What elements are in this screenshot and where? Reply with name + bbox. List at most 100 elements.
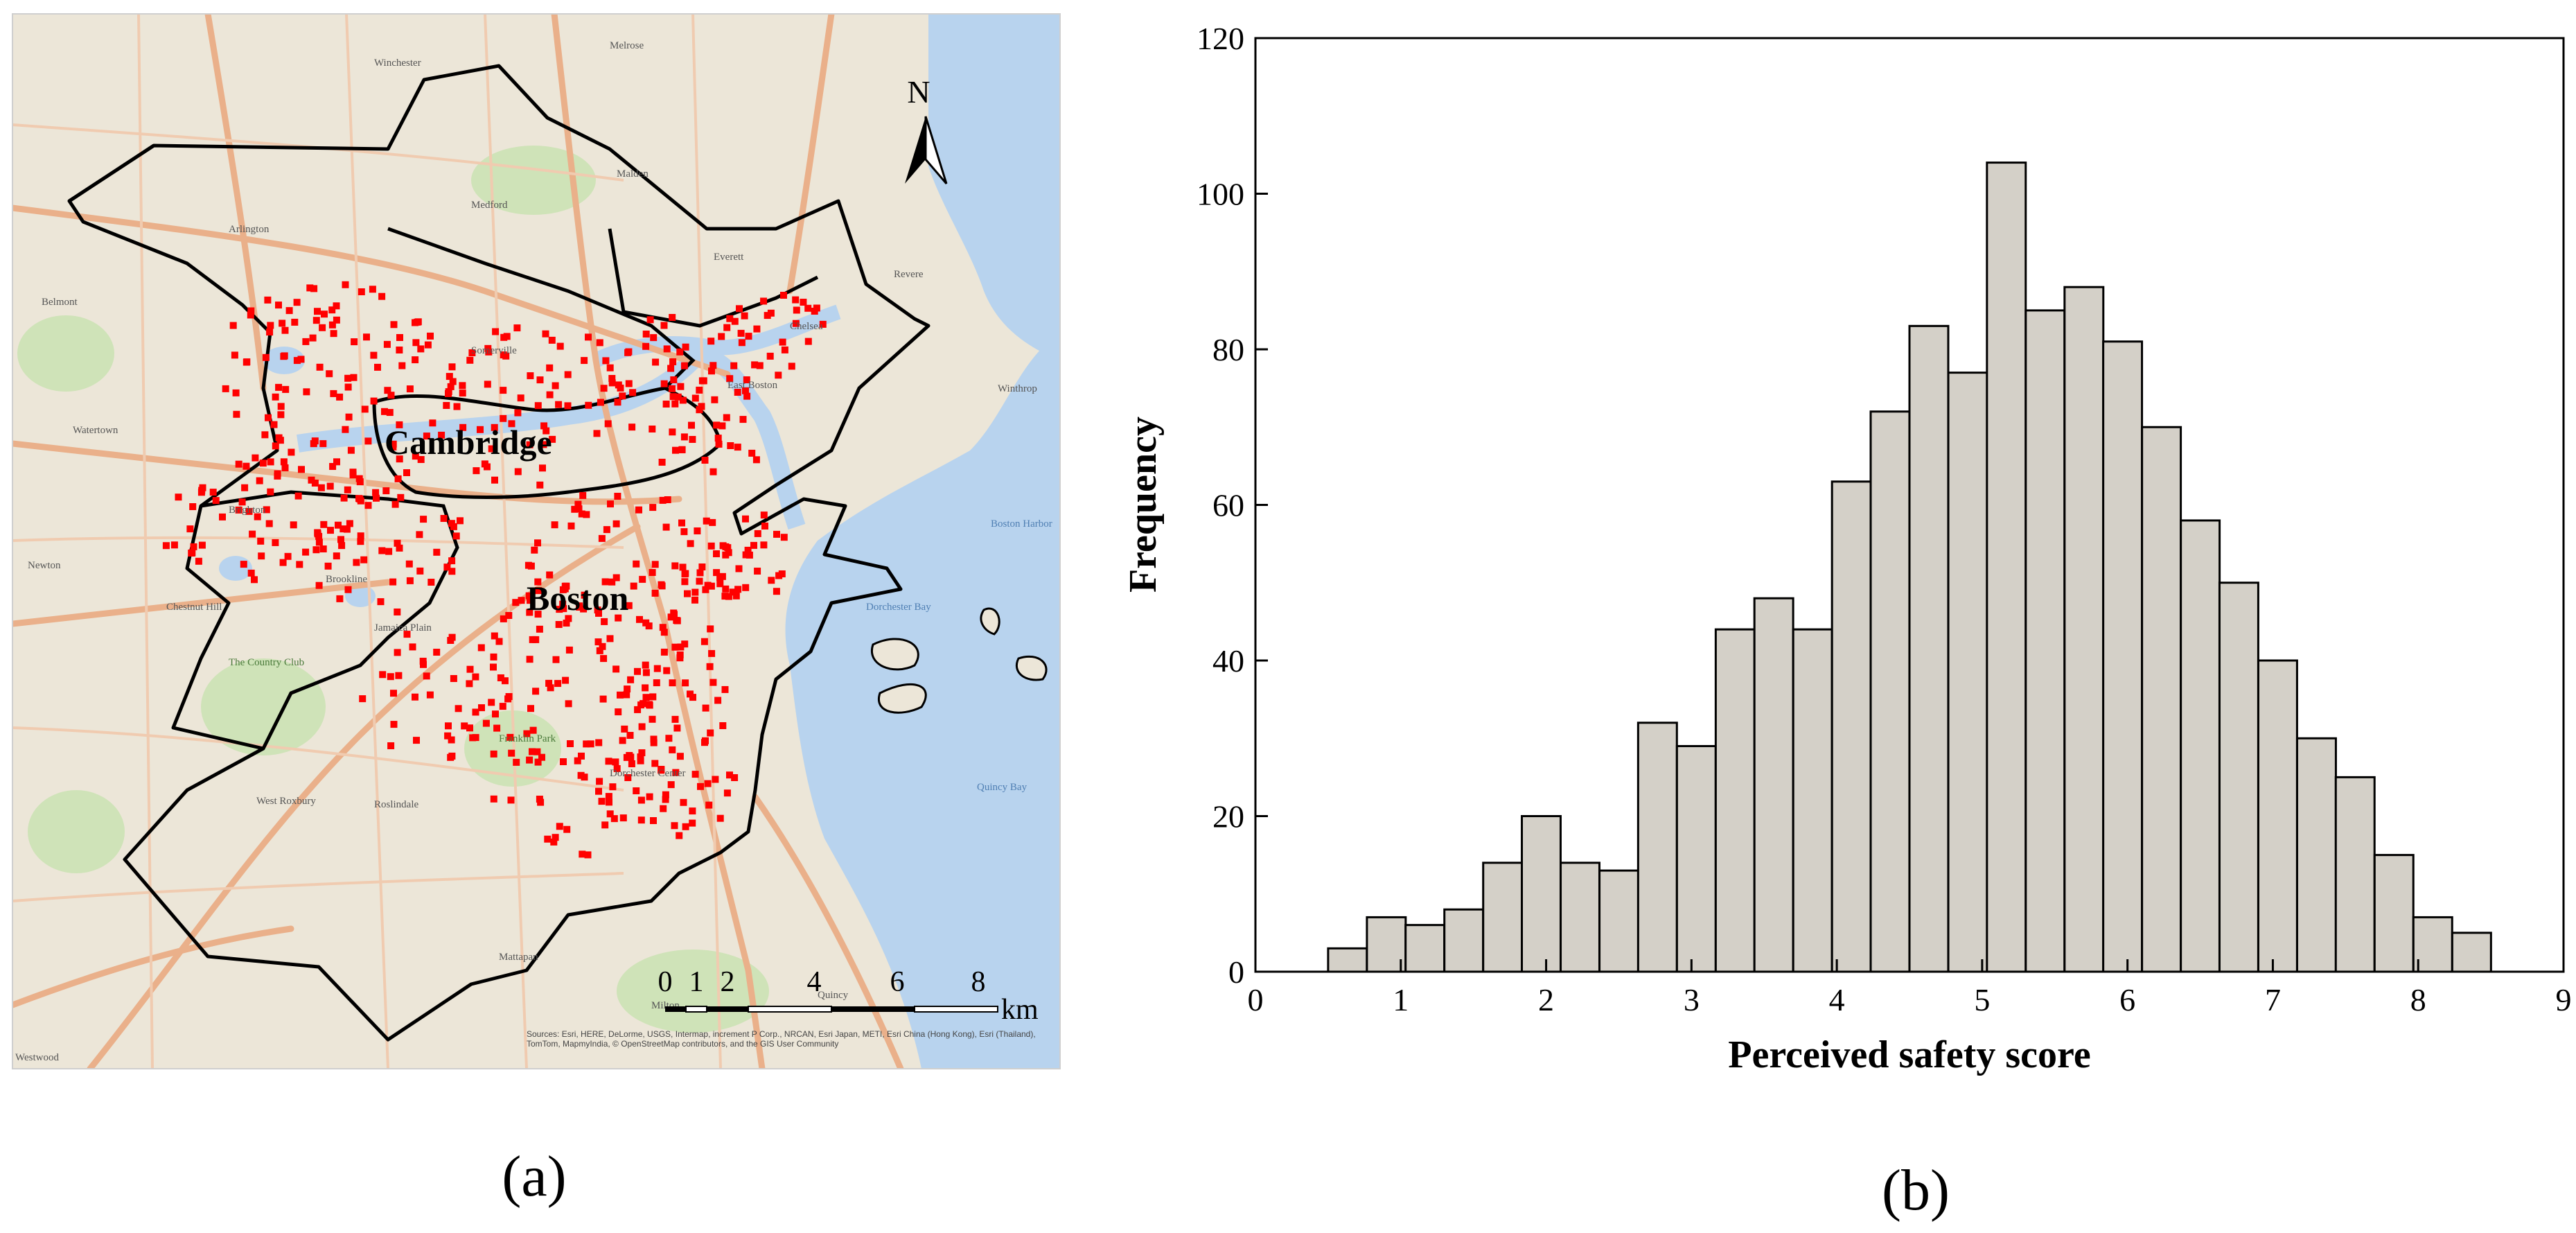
sample-point <box>495 638 503 645</box>
sample-point <box>403 631 411 638</box>
sample-point <box>544 835 552 843</box>
sample-point <box>385 548 393 555</box>
place-label: West Roxbury <box>256 796 316 807</box>
sample-point <box>330 390 337 397</box>
sample-point <box>651 561 659 568</box>
scale-bar-segment <box>707 1006 748 1012</box>
sample-point <box>394 609 401 615</box>
sample-point <box>240 561 247 568</box>
sample-point <box>598 798 606 805</box>
sample-point <box>610 815 618 823</box>
sample-point <box>312 317 320 324</box>
sample-point <box>625 602 633 609</box>
sample-point <box>619 814 627 822</box>
sample-point <box>222 385 229 392</box>
sample-point <box>552 834 559 841</box>
sample-point <box>639 575 646 583</box>
sample-point <box>555 401 563 408</box>
sample-point <box>567 740 574 747</box>
histogram-bar <box>2180 519 2221 973</box>
sample-point <box>281 464 289 471</box>
sample-point <box>660 322 668 329</box>
sample-point <box>275 301 282 309</box>
sample-point <box>472 708 479 716</box>
sample-point <box>660 648 668 656</box>
sample-point <box>267 458 274 466</box>
place-label: Franklin Park <box>499 733 556 744</box>
sample-point <box>540 422 548 430</box>
sample-point <box>667 781 675 789</box>
sample-point <box>650 739 658 746</box>
sample-point <box>804 338 812 345</box>
sample-point <box>426 691 434 699</box>
sample-point <box>443 563 451 571</box>
x-tick-label: 1 <box>1393 982 1409 1017</box>
sample-point <box>247 307 255 315</box>
sample-point <box>669 314 676 321</box>
sample-point <box>696 577 703 585</box>
scale-unit: km <box>1001 994 1039 1026</box>
sample-point <box>190 543 197 550</box>
sample-point <box>753 325 761 333</box>
map-island <box>877 683 927 714</box>
sample-point <box>567 522 575 530</box>
sample-point <box>730 362 738 369</box>
sample-point <box>488 699 495 706</box>
sample-point <box>316 363 324 371</box>
sample-point <box>507 796 515 804</box>
sample-point <box>681 640 689 648</box>
place-label: Dorchester Center <box>610 768 686 779</box>
sample-point <box>291 318 299 326</box>
sample-point <box>345 413 353 421</box>
sample-point <box>709 518 716 526</box>
scale-bar-segment <box>685 1006 707 1013</box>
sample-point <box>395 672 403 679</box>
sample-point <box>707 625 714 633</box>
sample-point <box>645 622 653 630</box>
sample-point <box>324 562 332 570</box>
sample-point <box>637 816 645 824</box>
sample-point <box>707 338 715 345</box>
sample-point <box>636 615 643 623</box>
sample-point <box>412 319 418 326</box>
x-tick-label: 6 <box>2119 982 2135 1017</box>
sample-point <box>378 547 386 554</box>
y-tick-label: 40 <box>1212 643 1244 679</box>
sample-point <box>684 590 691 597</box>
sample-point <box>614 493 621 500</box>
sample-point <box>583 740 590 748</box>
sample-point <box>642 684 649 692</box>
sample-point <box>265 414 272 421</box>
place-label: Dorchester Bay <box>866 602 931 613</box>
sample-point <box>607 500 614 508</box>
sample-point <box>635 506 642 514</box>
sample-point <box>394 539 401 547</box>
sample-point <box>344 586 352 593</box>
sample-point <box>390 321 398 329</box>
sample-point <box>649 715 656 723</box>
sample-point <box>448 752 456 760</box>
sample-point <box>448 736 455 744</box>
sample-point <box>741 312 748 320</box>
sample-point <box>721 685 729 693</box>
panel-label-b: (b) <box>1882 1158 1950 1223</box>
sample-point <box>700 638 708 645</box>
sample-point <box>615 381 622 389</box>
place-label: Arlington <box>229 224 270 235</box>
sample-point <box>712 776 719 783</box>
sample-point <box>317 484 325 491</box>
sample-point <box>612 520 620 527</box>
north-arrow-icon-half <box>924 116 948 184</box>
sample-point <box>355 475 363 482</box>
sample-point <box>702 737 709 744</box>
map-sample-points <box>162 281 827 859</box>
sample-point <box>597 399 604 406</box>
sample-point <box>258 552 265 560</box>
sample-point <box>212 497 220 505</box>
sample-point <box>241 484 249 491</box>
sample-point <box>280 458 288 466</box>
sample-point <box>565 615 572 622</box>
sample-point <box>536 481 544 489</box>
sample-point <box>662 401 670 408</box>
sample-point <box>330 330 337 338</box>
